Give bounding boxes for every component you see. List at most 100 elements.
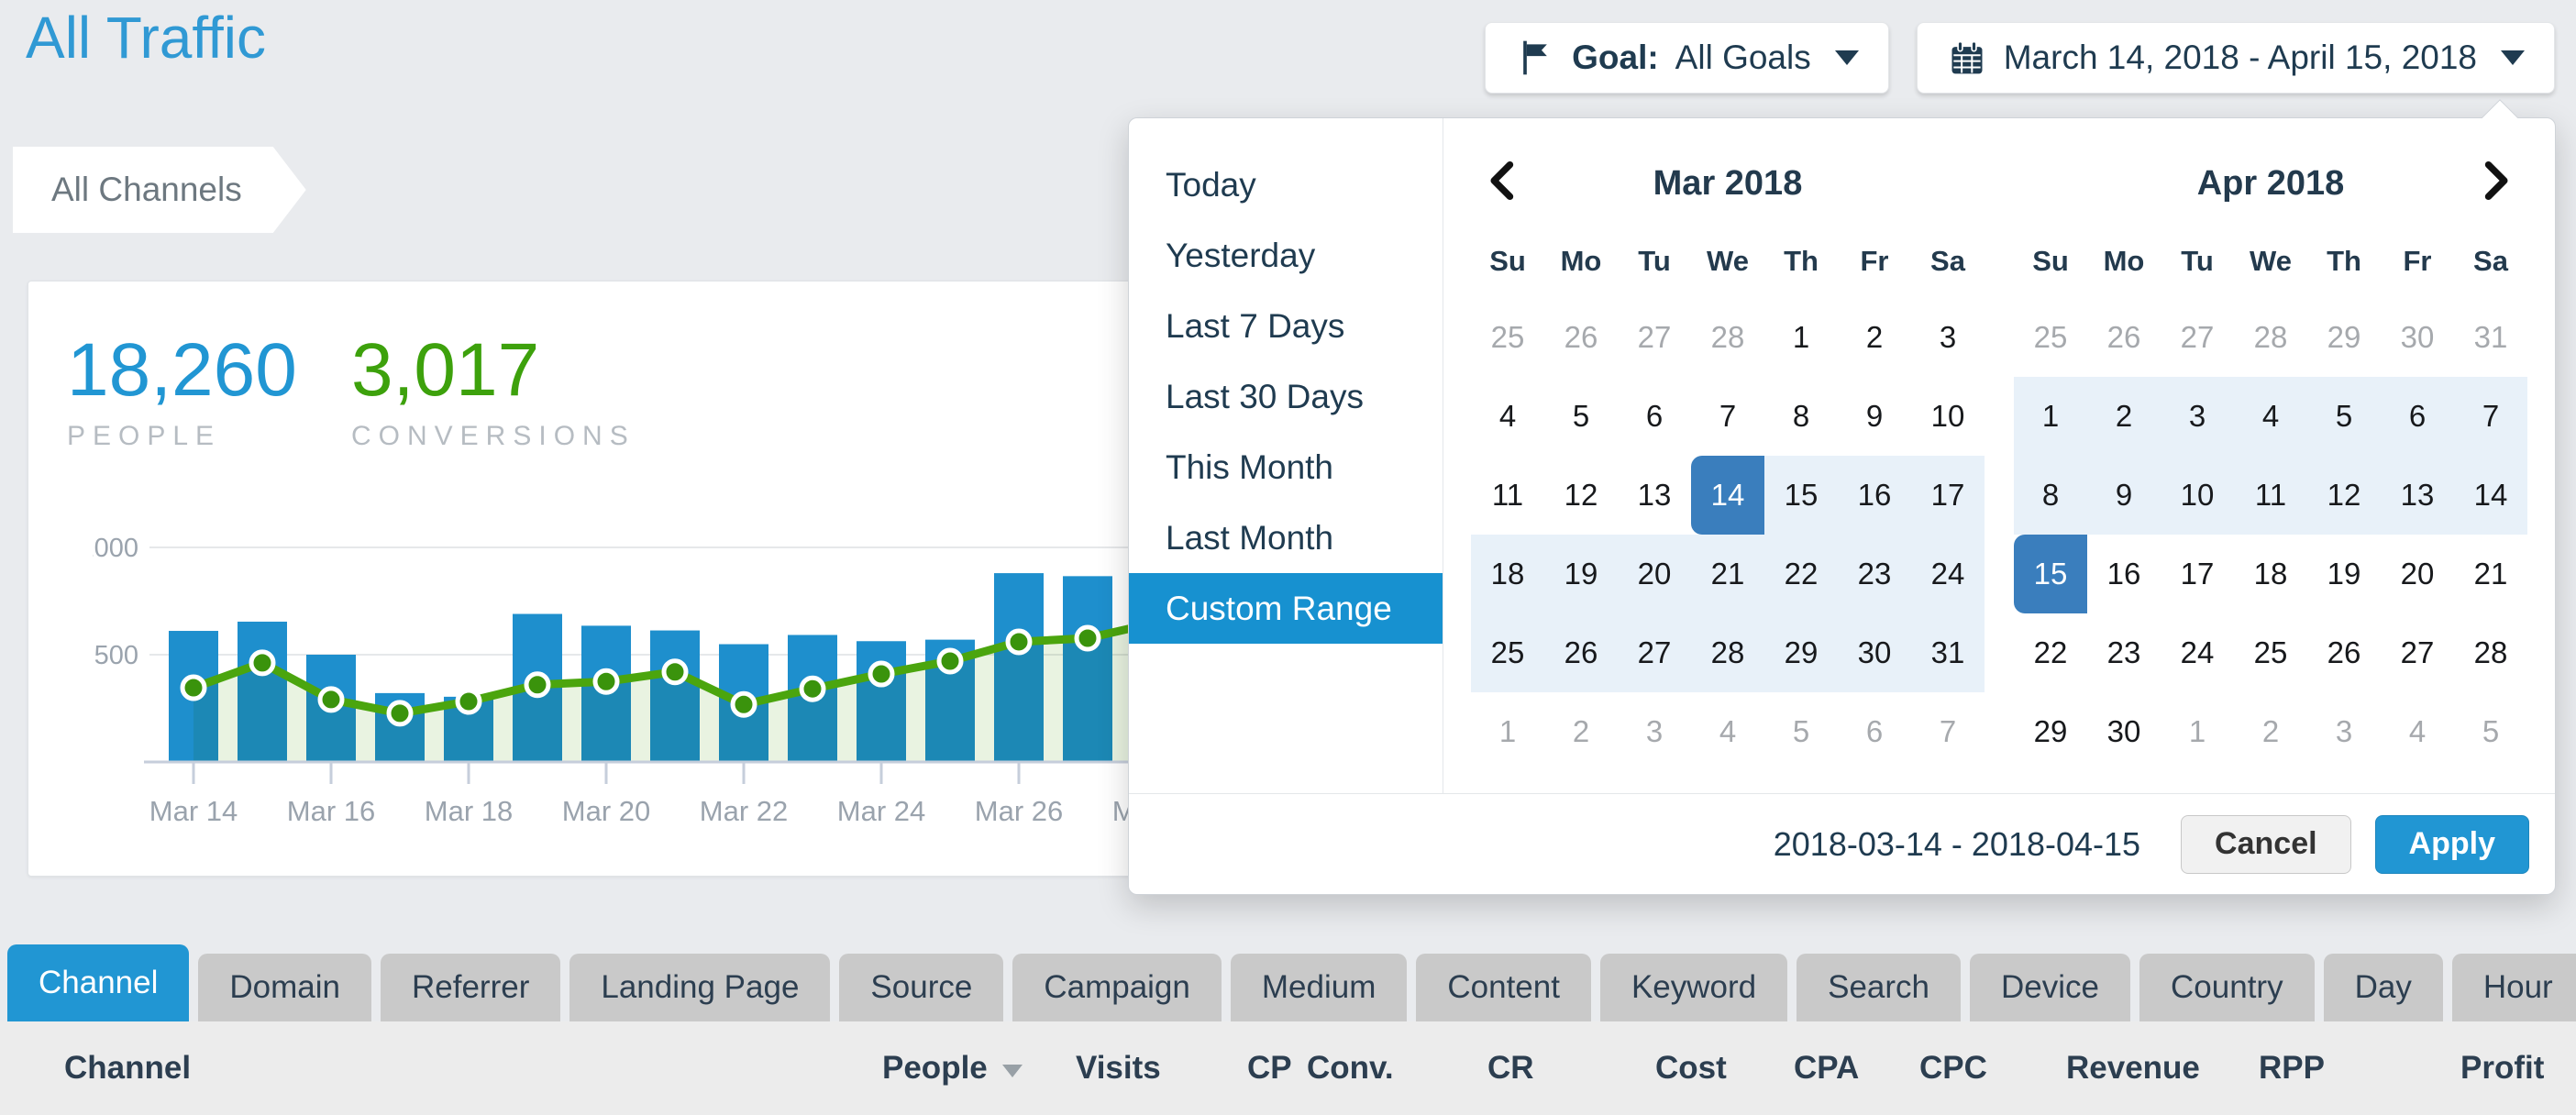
day-cell[interactable]: 9 [1865,399,1884,433]
column-header-cpc[interactable]: CPC [1919,1050,1987,1086]
day-cell[interactable]: 14 [1691,456,1764,535]
day-cell[interactable]: 7 [1719,399,1737,433]
tab-day[interactable]: Day [2323,954,2443,1021]
day-cell[interactable]: 6 [1645,399,1664,433]
day-cell[interactable]: 30 [2400,320,2435,354]
day-cell[interactable]: 10 [1930,399,1965,433]
day-cell[interactable]: 5 [2307,377,2381,456]
tab-landing-page[interactable]: Landing Page [569,954,831,1021]
column-header-rpp[interactable]: RPP [2259,1050,2325,1086]
day-cell[interactable]: 19 [1544,535,1618,613]
day-cell[interactable]: 1 [1792,320,1810,354]
tab-search[interactable]: Search [1797,954,1962,1021]
day-cell[interactable]: 1 [2188,714,2206,748]
column-header-revenue[interactable]: Revenue [2066,1050,2200,1086]
day-cell[interactable]: 30 [2106,714,2141,748]
preset-last-30-days[interactable]: Last 30 Days [1166,377,1364,415]
day-cell[interactable]: 30 [1838,613,1911,692]
day-cell[interactable]: 26 [1564,320,1598,354]
day-cell[interactable]: 5 [1572,399,1590,433]
day-cell[interactable]: 7 [1939,714,1957,748]
day-cell[interactable]: 17 [2180,557,2215,591]
preset-today[interactable]: Today [1166,165,1256,204]
day-cell[interactable]: 10 [2161,456,2234,535]
day-cell[interactable]: 2 [1865,320,1884,354]
apply-button[interactable]: Apply [2374,814,2529,874]
tab-device[interactable]: Device [1970,954,2131,1021]
day-cell[interactable]: 6 [1865,714,1884,748]
day-cell[interactable]: 16 [1838,456,1911,535]
day-cell[interactable]: 29 [2033,714,2068,748]
prev-month-button[interactable] [1480,157,1528,208]
day-cell[interactable]: 31 [2473,320,2508,354]
day-cell[interactable]: 13 [1637,478,1672,512]
day-cell[interactable]: 3 [2161,377,2234,456]
cancel-button[interactable]: Cancel [2181,814,2351,874]
day-cell[interactable]: 4 [1498,399,1517,433]
day-cell[interactable]: 20 [2400,557,2435,591]
day-cell[interactable]: 26 [2327,635,2361,669]
preset-yesterday[interactable]: Yesterday [1166,236,1316,274]
day-cell[interactable]: 5 [1792,714,1810,748]
day-cell[interactable]: 27 [2180,320,2215,354]
next-month-button[interactable] [2471,157,2518,208]
day-cell[interactable]: 24 [2180,635,2215,669]
tab-domain[interactable]: Domain [198,954,371,1021]
day-cell[interactable]: 28 [1691,613,1764,692]
day-cell[interactable]: 29 [1764,613,1838,692]
column-header-cpa[interactable]: CPA [1794,1050,1860,1086]
day-cell[interactable]: 22 [2033,635,2068,669]
day-cell[interactable]: 26 [2106,320,2141,354]
day-cell[interactable]: 6 [2381,377,2454,456]
tab-content[interactable]: Content [1416,954,1591,1021]
column-header-conv[interactable]: Conv. [1307,1050,1394,1086]
preset-this-month[interactable]: This Month [1166,447,1334,486]
day-cell[interactable]: 17 [1911,456,1985,535]
day-cell[interactable]: 27 [1618,613,1691,692]
preset-custom-range[interactable]: Custom Range [1129,573,1443,644]
tab-medium[interactable]: Medium [1230,954,1408,1021]
tab-channel[interactable]: Channel [7,944,190,1021]
day-cell[interactable]: 4 [2408,714,2427,748]
day-cell[interactable]: 18 [1471,535,1544,613]
day-cell[interactable]: 19 [2327,557,2361,591]
column-header-people[interactable]: People [882,1021,1023,1115]
day-cell[interactable]: 3 [1645,714,1664,748]
preset-last-7-days[interactable]: Last 7 Days [1166,306,1345,345]
day-cell[interactable]: 12 [1564,478,1598,512]
day-cell[interactable]: 15 [2014,535,2087,613]
date-range-button[interactable]: March 14, 2018 - April 15, 2018 [1916,22,2555,94]
day-cell[interactable]: 25 [1490,320,1525,354]
day-cell[interactable]: 3 [2335,714,2353,748]
day-cell[interactable]: 26 [1544,613,1618,692]
column-header-visits[interactable]: Visits [1076,1050,1161,1086]
column-header-channel[interactable]: Channel [64,1050,192,1086]
day-cell[interactable]: 28 [1710,320,1745,354]
tab-country[interactable]: Country [2139,954,2315,1021]
day-cell[interactable]: 2 [2261,714,2280,748]
day-cell[interactable]: 4 [2234,377,2307,456]
tab-keyword[interactable]: Keyword [1599,954,1788,1021]
day-cell[interactable]: 11 [2234,456,2307,535]
day-cell[interactable]: 16 [2106,557,2141,591]
preset-last-month[interactable]: Last Month [1166,518,1334,557]
day-cell[interactable]: 1 [1498,714,1517,748]
tab-hour[interactable]: Hour [2451,954,2576,1021]
day-cell[interactable]: 2 [1572,714,1590,748]
day-cell[interactable]: 18 [2253,557,2288,591]
day-cell[interactable]: 5 [2482,714,2500,748]
column-header-profit[interactable]: Profit [2460,1050,2545,1086]
day-cell[interactable]: 22 [1764,535,1838,613]
day-cell[interactable]: 7 [2454,377,2527,456]
day-cell[interactable]: 1 [2014,377,2087,456]
day-cell[interactable]: 12 [2307,456,2381,535]
day-cell[interactable]: 29 [2327,320,2361,354]
day-cell[interactable]: 23 [2106,635,2141,669]
column-header-cr[interactable]: CR [1487,1050,1534,1086]
day-cell[interactable]: 23 [1838,535,1911,613]
day-cell[interactable]: 21 [1691,535,1764,613]
day-cell[interactable]: 8 [1792,399,1810,433]
day-cell[interactable]: 14 [2454,456,2527,535]
day-cell[interactable]: 20 [1618,535,1691,613]
tab-source[interactable]: Source [839,954,1004,1021]
